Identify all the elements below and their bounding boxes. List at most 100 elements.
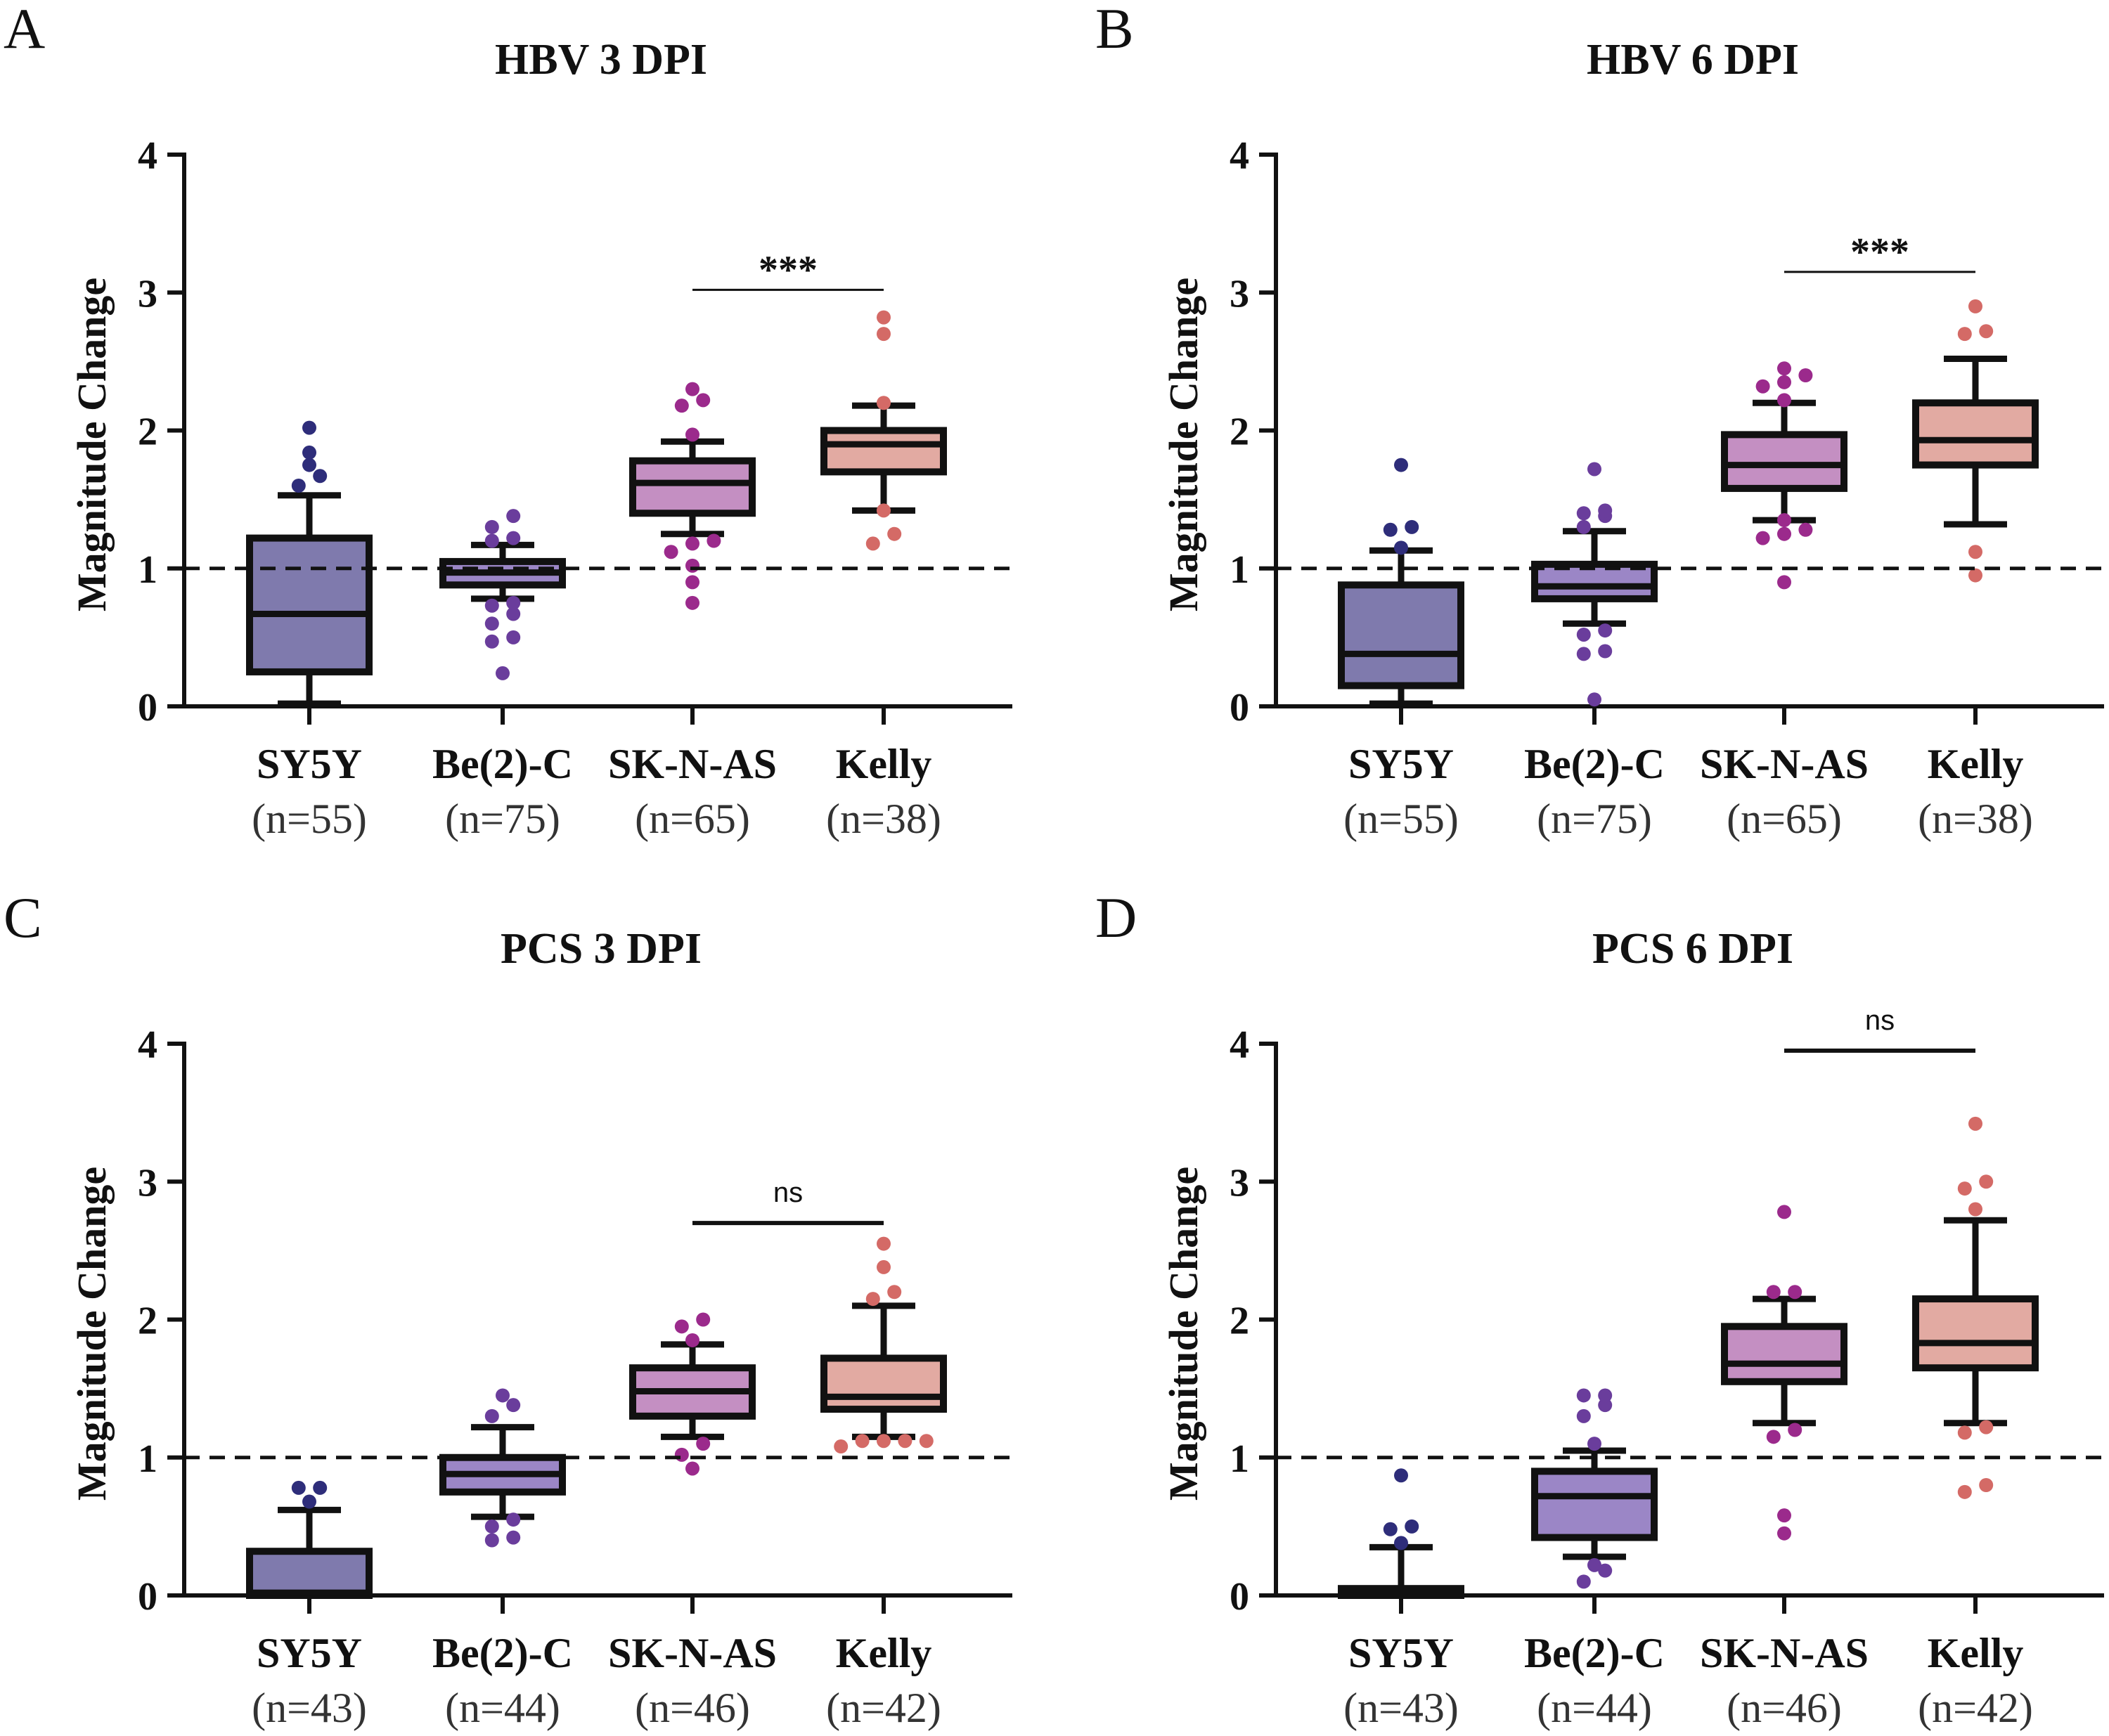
outlier-point	[484, 1408, 499, 1423]
box-Kelly	[1912, 299, 2039, 583]
y-tick-label: 3	[1230, 1161, 1249, 1205]
outlier-point	[1598, 1398, 1613, 1413]
panel-letter: C	[4, 886, 42, 950]
sample-size-label: (n=75)	[445, 796, 560, 842]
outlier-point	[484, 1519, 499, 1534]
outlier-point	[696, 393, 711, 408]
sample-size-label: (n=46)	[635, 1685, 750, 1731]
box-iqr	[1721, 431, 1847, 492]
outlier-point	[1979, 1478, 1994, 1492]
outlier-point	[1798, 522, 1813, 537]
outlier-point	[302, 458, 316, 472]
y-tick-label: 4	[138, 134, 157, 178]
outlier-point	[1394, 1468, 1408, 1483]
outlier-point	[1777, 526, 1791, 541]
box-Kelly	[820, 310, 947, 551]
panel-A: A HBV 3 DPI Magnitude Change 0 1 2 3 4 SY5Y (n=55…	[4, 0, 1012, 842]
x-tick-label: Kelly	[1928, 1630, 2024, 1676]
x-tick-label: SK-N-AS	[608, 1630, 777, 1676]
outlier-point	[1576, 519, 1591, 534]
outlier-point	[685, 382, 699, 396]
outlier-point	[685, 427, 699, 442]
outlier-point	[1576, 506, 1591, 521]
box-SK-N-AS	[1721, 1205, 1847, 1541]
outlier-point	[1587, 692, 1601, 707]
x-tick-label: SY5Y	[257, 741, 362, 787]
box-SK-N-AS	[1721, 361, 1847, 590]
sample-size-label: (n=75)	[1537, 796, 1652, 842]
box-SY5Y	[1338, 458, 1464, 707]
x-tick-label: SK-N-AS	[1700, 741, 1869, 787]
outlier-point	[1394, 1536, 1408, 1550]
panel-letter: B	[1095, 0, 1134, 60]
outlier-point	[1576, 1408, 1591, 1423]
outlier-point	[1383, 1522, 1398, 1536]
chart-title: HBV 6 DPI	[1587, 36, 1799, 84]
box-iqr	[629, 457, 756, 517]
outlier-point	[496, 666, 510, 680]
y-axis-label: Magnitude Change	[1161, 1167, 1206, 1501]
outlier-point	[506, 1512, 521, 1527]
sample-size-label: (n=55)	[1343, 796, 1459, 842]
outlier-point	[674, 1447, 689, 1462]
outlier-point	[484, 634, 499, 649]
sample-size-label: (n=46)	[1727, 1685, 1842, 1731]
outlier-point	[1777, 1205, 1791, 1219]
outlier-point	[1957, 327, 1972, 342]
x-tick-label: SY5Y	[1348, 1630, 1454, 1676]
y-tick-label: 3	[138, 272, 157, 316]
outlier-point	[506, 630, 521, 644]
box-iqr	[1912, 399, 2039, 469]
outlier-point	[1968, 568, 1982, 583]
outlier-point	[1394, 540, 1408, 555]
sample-size-label: (n=42)	[1918, 1685, 2033, 1731]
outlier-point	[1788, 1423, 1802, 1437]
x-tick-label: Be(2)-C	[432, 741, 573, 787]
outlier-point	[685, 536, 699, 551]
y-tick-label: 1	[138, 548, 157, 592]
box-iqr	[1531, 1468, 1658, 1541]
outlier-point	[877, 503, 891, 518]
sample-size-label: (n=55)	[252, 796, 367, 842]
outlier-point	[1766, 1430, 1781, 1444]
outlier-point	[707, 533, 721, 548]
significance-label: ns	[773, 1177, 803, 1208]
outlier-point	[506, 607, 521, 621]
outlier-point	[674, 1319, 689, 1334]
outlier-point	[696, 1437, 711, 1451]
sample-size-label: (n=42)	[826, 1685, 941, 1731]
outlier-point	[1576, 627, 1591, 642]
outlier-point	[877, 1236, 891, 1251]
outlier-point	[855, 1434, 870, 1449]
outlier-point	[1798, 368, 1813, 382]
y-tick-label: 4	[1230, 1023, 1249, 1067]
significance-label: ***	[759, 248, 818, 292]
outlier-point	[506, 531, 521, 545]
box-Be(2)-C	[439, 1388, 566, 1548]
sample-size-label: (n=38)	[1918, 796, 2033, 842]
outlier-point	[865, 536, 880, 551]
outlier-point	[484, 1533, 499, 1548]
box-SK-N-AS	[629, 1312, 756, 1476]
panel-C: C PCS 3 DPI Magnitude Change 0 1 2 3 4 SY5Y (n=43…	[4, 886, 1012, 1731]
y-tick-label: 2	[1230, 410, 1249, 454]
outlier-point	[1968, 1202, 1982, 1217]
y-tick-label: 2	[138, 410, 157, 454]
box-Be(2)-C	[1531, 1388, 1658, 1589]
y-tick-label: 1	[1230, 548, 1249, 592]
significance-label: ***	[1850, 231, 1909, 274]
y-tick-label: 3	[138, 1161, 157, 1205]
outlier-point	[1777, 393, 1791, 408]
outlier-point	[313, 1480, 328, 1495]
chart-title: PCS 3 DPI	[501, 925, 702, 973]
outlier-point	[1587, 1437, 1601, 1451]
y-tick-label: 4	[138, 1023, 157, 1067]
box-SY5Y	[246, 420, 373, 707]
outlier-point	[865, 1292, 880, 1307]
outlier-point	[877, 1259, 891, 1274]
y-tick-label: 1	[1230, 1437, 1249, 1481]
outlier-point	[1777, 513, 1791, 528]
box-iqr	[246, 1548, 373, 1600]
y-tick-label: 2	[138, 1300, 157, 1343]
sample-size-label: (n=43)	[1343, 1685, 1459, 1731]
